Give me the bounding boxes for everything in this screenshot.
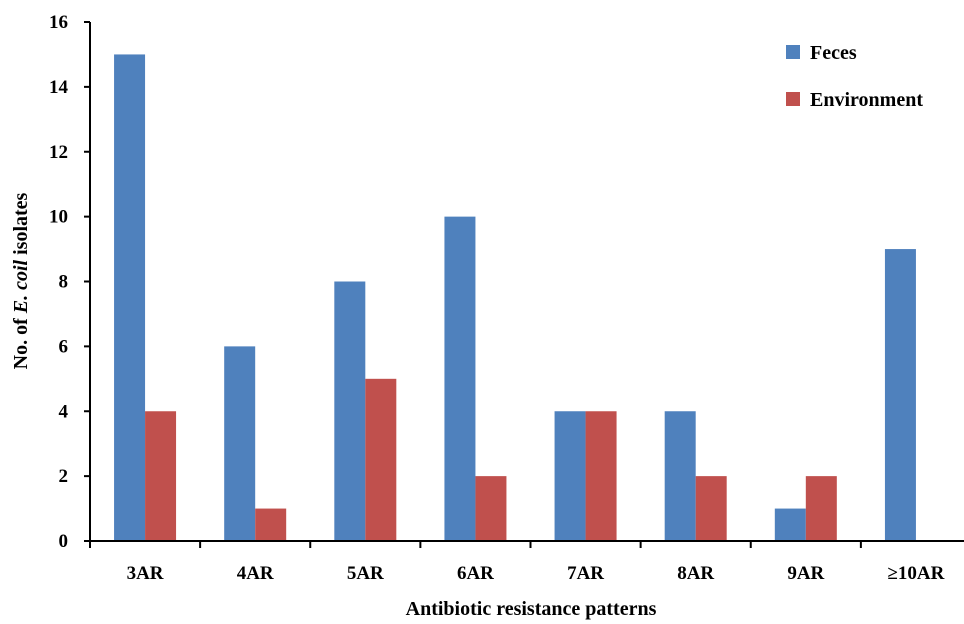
x-axis-title: Antibiotic resistance patterns [406,598,657,620]
x-tick-label: 7AR [567,563,604,584]
x-tick-label: 9AR [787,563,824,584]
bar-feces-6 [774,508,806,541]
x-tick-label: 6AR [457,563,494,584]
bar-feces-7 [884,249,916,541]
legend-label-feces: Feces [810,42,857,64]
y-axis-title: No. of E. coil isolates [10,192,32,369]
legend-swatch-environment [786,92,800,106]
bar-environment-5 [695,476,727,541]
legend-swatch-feces [786,45,800,59]
y-axis-title-part-2: E. coil [10,259,32,314]
bar-environment-0 [145,411,177,541]
x-tick-label: 5AR [347,563,384,584]
y-axis-title-part-3: isolates [10,192,32,259]
y-tick-label: 4 [59,401,69,422]
y-ticks-group: 0 2 4 6 8 10 12 14 16 [49,12,90,552]
x-ticks-group: 3AR 4AR 5AR 6AR 7AR 8AR 9AR ≥10AR [89,541,945,584]
bar-environment-1 [255,508,287,541]
bar-feces-0 [114,54,146,541]
y-tick-label: 14 [49,77,69,98]
bar-feces-5 [664,411,696,541]
legend: Feces Environment [786,42,923,111]
x-tick-label: ≥10AR [888,563,945,584]
legend-label-environment: Environment [810,89,923,111]
y-tick-label: 0 [59,531,69,552]
bars-group [114,54,916,541]
bar-environment-6 [805,476,837,541]
y-tick-label: 2 [59,466,69,487]
x-tick-label: 8AR [677,563,714,584]
y-axis-title-part-1: No. of [10,313,32,369]
bar-feces-1 [224,346,256,541]
bar-feces-4 [554,411,586,541]
x-tick-label: 4AR [237,563,274,584]
y-tick-label: 8 [59,272,69,293]
x-tick-label: 3AR [127,563,164,584]
y-tick-label: 10 [49,207,68,228]
bar-environment-3 [475,476,507,541]
bar-environment-4 [585,411,617,541]
y-tick-label: 16 [49,12,68,33]
y-tick-label: 12 [49,142,68,163]
bar-environment-2 [365,378,397,541]
bar-feces-3 [444,216,476,541]
y-tick-label: 6 [59,336,69,357]
bar-feces-2 [334,281,366,541]
